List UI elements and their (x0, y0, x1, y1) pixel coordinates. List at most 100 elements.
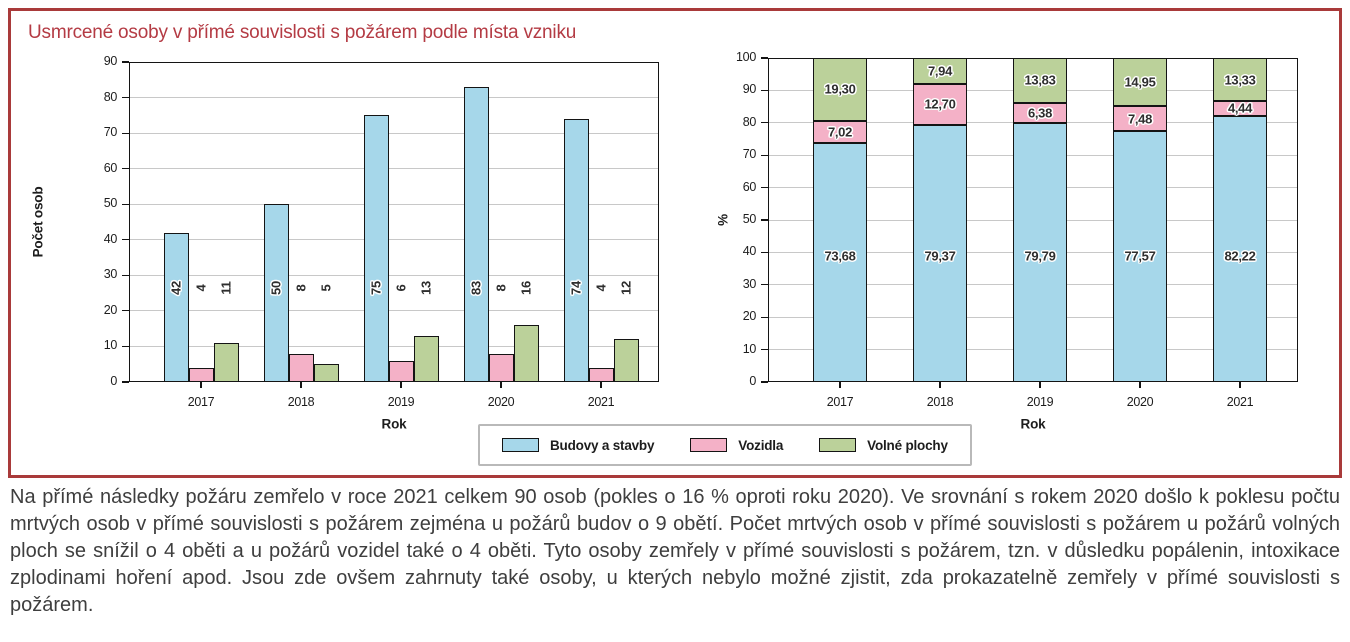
grid-line (129, 97, 659, 99)
segment-value-label: 73,68 (824, 248, 856, 264)
segment-buildings (1013, 123, 1067, 382)
segment-value-label: 4,44 (1227, 100, 1253, 116)
y-tick-mark (122, 345, 129, 348)
y-tick-mark (122, 239, 129, 241)
x-tick-label: 2019 (387, 395, 415, 409)
x-tick-label: 2017 (826, 395, 854, 409)
y-tick-mark (122, 168, 129, 170)
legend-item-open-areas: Volné plochy (819, 438, 948, 453)
segment-value-label: 6,38 (1027, 105, 1053, 121)
segment-open_areas (1113, 58, 1167, 107)
y-tick-mark (761, 154, 768, 156)
legend-swatch-vehicles (690, 438, 728, 452)
x-tick-label: 2020 (1126, 395, 1154, 409)
y-tick-label: 70 (742, 147, 757, 162)
chart-legend: Budovy a stavby Vozidla Volné plochy (478, 424, 972, 466)
segment-vehicles (813, 120, 867, 144)
segment-value-label: 82,22 (1224, 248, 1256, 264)
figure-panel: Usmrcené osoby v přímé souvislosti s pož… (8, 8, 1342, 478)
legend-swatch-open-areas (819, 438, 857, 452)
y-tick-mark (761, 284, 768, 286)
legend-item-vehicles: Vozidla (690, 438, 783, 453)
segment-value-label: 79,37 (924, 248, 956, 264)
bar-open_areas (213, 342, 239, 382)
segment-value-label: 7,02 (827, 124, 853, 140)
y-tick-label: 70 (103, 125, 118, 140)
segment-vehicles (1113, 106, 1167, 131)
segment-buildings (1113, 130, 1167, 382)
caption-paragraph: Na přímé následky požáru zemřelo v roce … (10, 486, 1340, 616)
segment-value-label: 77,57 (1124, 248, 1156, 264)
y-tick-label: 90 (742, 82, 757, 97)
segment-value-label: 13,83 (1024, 72, 1056, 88)
segment-buildings (813, 143, 867, 382)
legend-label-open-areas: Volné plochy (867, 437, 948, 453)
y-tick-mark (761, 187, 768, 189)
y-axis-label: % (715, 214, 731, 226)
y-tick-mark (122, 381, 129, 383)
y-tick-mark (761, 219, 768, 221)
y-tick-label: 80 (742, 114, 757, 129)
bar-value-label: 50 (268, 280, 284, 295)
bar-value-label: 4 (193, 284, 209, 292)
y-tick-label: 90 (103, 54, 118, 68)
legend-label-buildings: Budovy a stavby (550, 437, 655, 453)
x-tick-mark (939, 382, 941, 388)
grid-line (129, 345, 659, 347)
bar-value-label: 6 (393, 284, 409, 292)
y-tick-mark (761, 349, 768, 351)
segment-vehicles (913, 83, 967, 125)
x-tick-label: 2017 (187, 395, 215, 409)
y-tick-label: 60 (742, 179, 757, 194)
x-axis-label: Rok (1020, 416, 1046, 432)
bar-vehicles (488, 353, 514, 382)
bar-value-label: 12 (618, 280, 634, 295)
x-tick-mark (200, 382, 202, 388)
bar-value-label: 75 (368, 280, 384, 295)
x-tick-mark (500, 382, 502, 388)
y-axis-label: Počet osob (30, 186, 46, 258)
segment-value-label: 19,30 (824, 81, 856, 97)
y-tick-label: 30 (742, 276, 757, 291)
y-tick-mark (122, 310, 129, 312)
bar-buildings (263, 204, 289, 382)
figure-title: Usmrcené osoby v přímé souvislosti s pož… (28, 22, 577, 43)
y-tick-mark (761, 316, 768, 318)
bar-open_areas (413, 335, 439, 382)
y-tick-label: 100 (736, 50, 756, 64)
legend-item-buildings: Budovy a stavby (502, 438, 654, 453)
y-tick-label: 10 (103, 338, 118, 353)
y-tick-mark (122, 132, 129, 134)
bar-value-label: 83 (468, 280, 484, 295)
bar-buildings (163, 232, 189, 382)
legend-swatch-buildings (502, 438, 539, 452)
grid-line (129, 132, 659, 134)
y-tick-label: 0 (749, 374, 756, 388)
bar-value-label: 16 (518, 280, 534, 295)
bar-value-label: 4 (593, 284, 609, 292)
segment-value-label: 7,94 (927, 63, 953, 79)
y-tick-mark (761, 57, 768, 59)
bar-open_areas (513, 325, 539, 382)
x-tick-mark (600, 382, 602, 388)
x-tick-label: 2018 (287, 395, 315, 409)
y-tick-mark (761, 251, 768, 253)
bar-open_areas (613, 339, 639, 382)
bar-value-label: 11 (218, 281, 234, 295)
x-tick-label: 2018 (926, 395, 954, 409)
y-tick-mark (761, 381, 768, 383)
x-tick-label: 2019 (1026, 395, 1054, 409)
y-tick-mark (122, 203, 129, 205)
x-tick-mark (839, 382, 841, 388)
segment-value-label: 79,79 (1024, 248, 1056, 264)
x-tick-mark (400, 382, 402, 388)
y-tick-label: 0 (110, 374, 117, 388)
y-tick-mark (122, 61, 129, 63)
bar-buildings (563, 118, 589, 382)
y-tick-mark (761, 122, 768, 124)
bar-vehicles (388, 360, 414, 382)
bar-value-label: 42 (168, 280, 184, 295)
bar-value-label: 13 (418, 280, 434, 295)
segment-buildings (1213, 115, 1267, 382)
y-tick-label: 20 (103, 302, 118, 317)
